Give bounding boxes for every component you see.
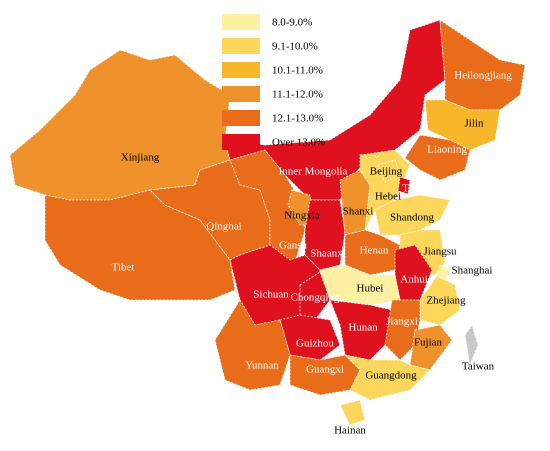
legend-label: Over 13.0% xyxy=(272,137,325,149)
region-label: Ningxia xyxy=(284,210,320,222)
region-label: Liaoning xyxy=(427,144,467,156)
region-label: Beijing xyxy=(370,166,403,178)
region-label: Gansu xyxy=(279,240,308,252)
region xyxy=(464,324,479,367)
legend-label: 8.0-9.0% xyxy=(272,17,312,29)
region-label: Tibet xyxy=(112,262,135,274)
legend-swatch xyxy=(222,38,260,54)
region xyxy=(339,399,366,426)
region-label: Hebei xyxy=(375,191,401,203)
region xyxy=(343,354,431,401)
legend-swatch xyxy=(222,62,260,78)
region-label: Inner Mongolia xyxy=(279,166,348,178)
region xyxy=(9,49,231,201)
legend-label: 10.1-11.0% xyxy=(272,65,323,77)
legend-label: 11.1-12.0% xyxy=(272,89,323,101)
region-label: Zhejiang xyxy=(426,295,466,307)
region xyxy=(329,299,393,361)
region-label: Shanxi xyxy=(343,206,374,218)
region-label: Jiangxi xyxy=(386,316,418,328)
legend-swatch xyxy=(222,134,260,150)
region-label: Qinghai xyxy=(206,221,241,233)
region-label: Guizhou xyxy=(296,338,334,350)
region-label: Henan xyxy=(360,245,389,257)
region xyxy=(377,159,401,183)
legend-swatch xyxy=(222,14,260,30)
region xyxy=(44,189,236,301)
region-label: Anhui xyxy=(400,274,428,286)
region-label: Taiwan xyxy=(462,361,495,373)
region-label: Tianjin xyxy=(402,183,434,195)
region-label: Chongqing xyxy=(291,292,340,304)
region xyxy=(374,194,451,236)
region-label: Jilin xyxy=(465,118,484,130)
region-label: Fujian xyxy=(414,337,443,349)
region xyxy=(304,199,346,271)
region-label: Hunan xyxy=(348,322,378,334)
region-label: Sichuan xyxy=(253,289,289,301)
region-label: Yunnan xyxy=(245,360,279,372)
region-label: Guangxi xyxy=(306,364,344,376)
region xyxy=(439,19,526,111)
region xyxy=(397,176,411,195)
region xyxy=(394,244,433,301)
region-label: Shandong xyxy=(390,212,435,224)
region-label: Hubei xyxy=(357,283,384,295)
region xyxy=(299,271,331,321)
region-label: Heilongjiang xyxy=(454,70,512,82)
legend-label: 9.1-10.0% xyxy=(272,41,318,53)
region xyxy=(404,134,471,181)
region xyxy=(214,299,291,391)
region-label: Guangdong xyxy=(365,370,417,382)
legend-label: 12.1-13.0% xyxy=(272,113,323,125)
region xyxy=(224,19,446,201)
legend-swatch xyxy=(222,110,260,126)
region-label: Xinjiang xyxy=(121,152,160,164)
region-label: Hainan xyxy=(334,425,366,437)
region-label: Jiangsu xyxy=(424,246,458,258)
region xyxy=(384,299,421,361)
region-label: Shaanxi xyxy=(310,248,345,260)
region xyxy=(424,99,501,151)
region xyxy=(409,324,453,371)
region-label: Shanghai xyxy=(452,265,493,277)
legend-swatch xyxy=(222,86,260,102)
